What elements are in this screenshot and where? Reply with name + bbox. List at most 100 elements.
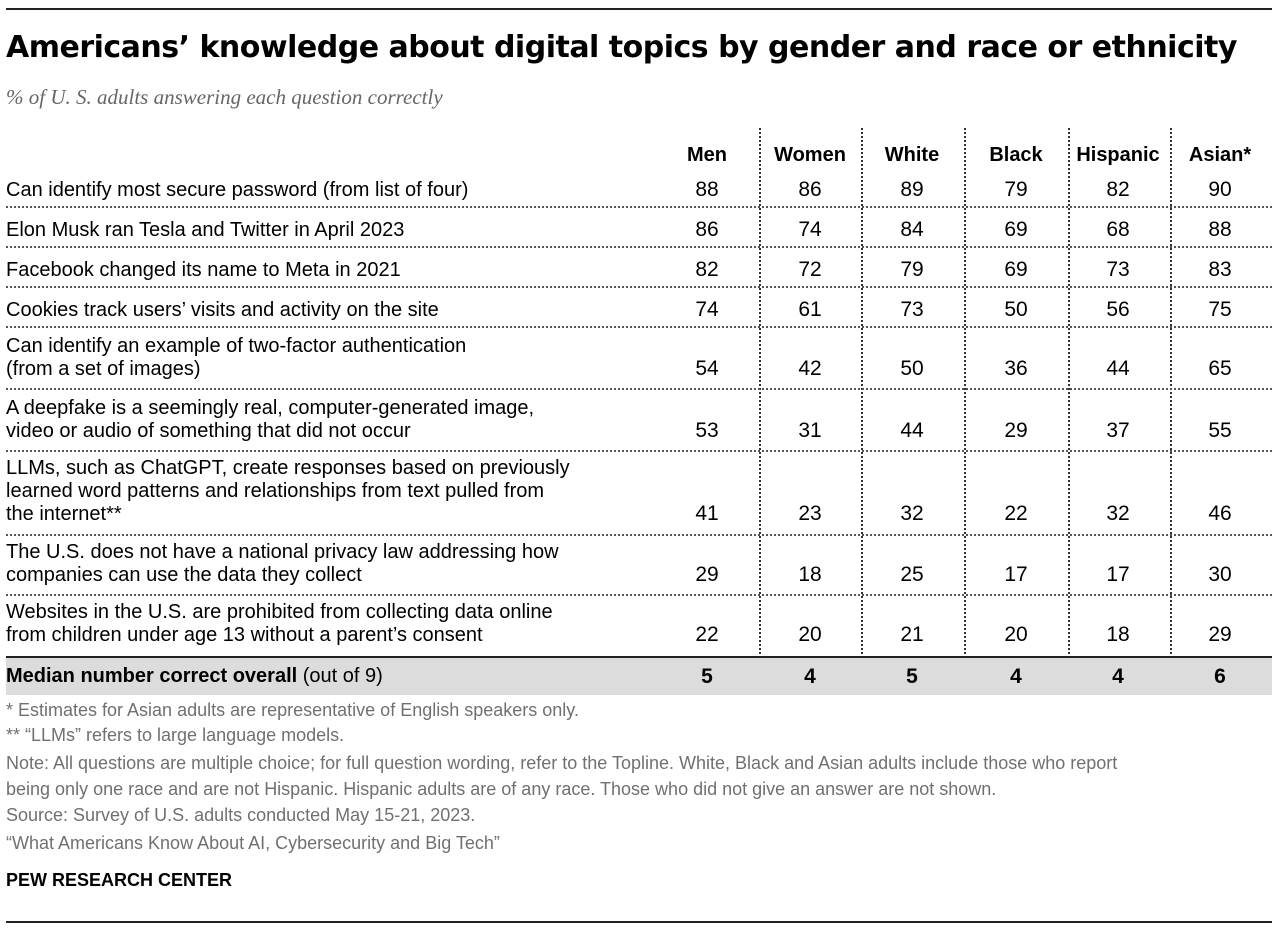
value-cell-r2-c2: 74 xyxy=(798,218,822,241)
value-cell-r5-c5: 44 xyxy=(1106,357,1130,380)
value-cell-r1-c1: 88 xyxy=(695,178,719,201)
value-cell-r4-c3: 73 xyxy=(900,298,924,321)
median-label-rest: (out of 9) xyxy=(302,665,383,687)
value-cell-r6-c2: 31 xyxy=(798,419,822,442)
value-cell-r7-c6: 46 xyxy=(1208,502,1232,525)
median-cell-6: 6 xyxy=(1214,665,1226,688)
value-cell-r3-c1: 82 xyxy=(695,258,719,281)
value-cell-r1-c2: 86 xyxy=(798,178,822,201)
value-cell-r7-c4: 22 xyxy=(1004,502,1028,525)
value-cell-r1-c3: 89 xyxy=(900,178,924,201)
column-divider-2 xyxy=(861,128,863,694)
row-label-4-line-1: Cookies track users’ visits and activity… xyxy=(6,299,439,321)
value-cell-r5-c6: 65 xyxy=(1208,357,1232,380)
row-label-9-line-2: from children under age 13 without a par… xyxy=(6,624,483,646)
chart-title: Americans’ knowledge about digital topic… xyxy=(6,30,1237,65)
row-separator-1 xyxy=(6,206,1272,208)
row-label-2-line-1: Elon Musk ran Tesla and Twitter in April… xyxy=(6,219,405,241)
value-cell-r8-c3: 25 xyxy=(900,563,924,586)
median-cell-2: 4 xyxy=(804,665,816,688)
value-cell-r6-c6: 55 xyxy=(1208,419,1232,442)
value-cell-r2-c5: 68 xyxy=(1106,218,1130,241)
value-cell-r4-c5: 56 xyxy=(1106,298,1130,321)
row-label-1-line-1: Can identify most secure password (from … xyxy=(6,179,469,201)
value-cell-r8-c6: 30 xyxy=(1208,563,1232,586)
knowledge-table: Men Women White Black Hispanic Asian* Can iden… xyxy=(6,128,1272,694)
column-header-6: Asian* xyxy=(1188,144,1252,166)
median-cell-4: 4 xyxy=(1010,665,1022,688)
median-cell-1: 5 xyxy=(701,665,713,688)
value-cell-r8-c2: 18 xyxy=(798,563,822,586)
row-label-5-line-2: (from a set of images) xyxy=(6,358,201,380)
column-header-4: Black xyxy=(989,144,1043,166)
median-label-bold: Median number correct overall xyxy=(6,665,298,687)
value-cell-r3-c3: 79 xyxy=(900,258,924,281)
value-cell-r4-c2: 61 xyxy=(798,298,822,321)
value-cell-r2-c4: 69 xyxy=(1004,218,1028,241)
chart-subtitle: % of U. S. adults answering each questio… xyxy=(6,85,443,109)
column-header-2: Women xyxy=(774,144,846,166)
row-separator-5 xyxy=(6,388,1272,390)
value-cell-r6-c1: 53 xyxy=(695,419,719,442)
row-label-7-line-2: learned word patterns and relationships … xyxy=(6,480,545,502)
value-cell-r3-c6: 83 xyxy=(1208,258,1232,281)
value-cell-r6-c5: 37 xyxy=(1106,419,1130,442)
value-cell-r4-c1: 74 xyxy=(695,298,719,321)
row-separator-6 xyxy=(6,450,1272,452)
row-label-6-line-1: A deepfake is a seemingly real, computer… xyxy=(6,397,535,419)
value-cell-r4-c4: 50 xyxy=(1004,298,1028,321)
row-label-7-line-1: LLMs, such as ChatGPT, create responses … xyxy=(6,457,570,479)
value-cell-r5-c3: 50 xyxy=(900,357,924,380)
median-cell-5: 4 xyxy=(1112,665,1124,688)
note-source: Source: Survey of U.S. adults conducted … xyxy=(6,805,476,825)
value-cell-r2-c3: 84 xyxy=(900,218,924,241)
row-label-3-line-1: Facebook changed its name to Meta in 202… xyxy=(6,259,401,281)
row-separator-8 xyxy=(6,594,1272,596)
value-cell-r5-c4: 36 xyxy=(1004,357,1028,380)
value-cell-r9-c6: 29 xyxy=(1208,623,1232,646)
row-label-8-line-1: The U.S. does not have a national privac… xyxy=(6,541,559,563)
credit: PEW RESEARCH CENTER xyxy=(6,870,233,890)
row-label-5-line-1: Can identify an example of two-factor au… xyxy=(6,335,467,357)
value-cell-r9-c4: 20 xyxy=(1004,623,1028,646)
value-cell-r5-c2: 42 xyxy=(798,357,822,380)
note-line2: being only one race and are not Hispanic… xyxy=(6,779,997,799)
value-cell-r2-c6: 88 xyxy=(1208,218,1232,241)
value-cell-r1-c4: 79 xyxy=(1004,178,1028,201)
value-cell-r9-c2: 20 xyxy=(798,623,822,646)
median-row xyxy=(6,656,1272,695)
column-divider-4 xyxy=(1068,128,1070,694)
value-cell-r7-c2: 23 xyxy=(798,502,822,525)
value-cell-r4-c6: 75 xyxy=(1208,298,1232,321)
row-label-6-line-2: video or audio of something that did not… xyxy=(6,420,411,442)
value-cell-r7-c3: 32 xyxy=(900,502,924,525)
value-cell-r8-c1: 29 xyxy=(695,563,719,586)
value-cell-r6-c3: 44 xyxy=(900,419,924,442)
column-divider-3 xyxy=(964,128,966,694)
row-label-9-line-1: Websites in the U.S. are prohibited from… xyxy=(6,601,553,623)
row-label-8-line-2: companies can use the data they collect xyxy=(6,564,362,586)
row-separator-2 xyxy=(6,246,1272,248)
median-cell-3: 5 xyxy=(906,665,918,688)
row-separator-3 xyxy=(6,286,1272,288)
note-report: “What Americans Know About AI, Cybersecu… xyxy=(6,833,500,853)
column-divider-1 xyxy=(759,128,761,694)
top-rule xyxy=(6,8,1272,10)
value-cell-r5-c1: 54 xyxy=(695,357,719,380)
bottom-rule xyxy=(6,921,1272,923)
value-cell-r7-c5: 32 xyxy=(1106,502,1130,525)
value-cell-r9-c5: 18 xyxy=(1106,623,1130,646)
row-label-7-line-3: the internet** xyxy=(6,503,122,525)
note-line1: Note: All questions are multiple choice;… xyxy=(6,753,1118,773)
value-cell-r8-c4: 17 xyxy=(1004,563,1028,586)
column-header-3: White xyxy=(884,144,940,166)
value-cell-r3-c2: 72 xyxy=(798,258,822,281)
value-cell-r8-c5: 17 xyxy=(1106,563,1130,586)
column-header-1: Men xyxy=(687,144,727,166)
value-cell-r9-c3: 21 xyxy=(900,623,924,646)
value-cell-r1-c5: 82 xyxy=(1106,178,1130,201)
value-cell-r3-c5: 73 xyxy=(1106,258,1130,281)
column-divider-5 xyxy=(1170,128,1172,694)
value-cell-r3-c4: 69 xyxy=(1004,258,1028,281)
note-llms: ** “LLMs” refers to large language model… xyxy=(6,725,345,745)
